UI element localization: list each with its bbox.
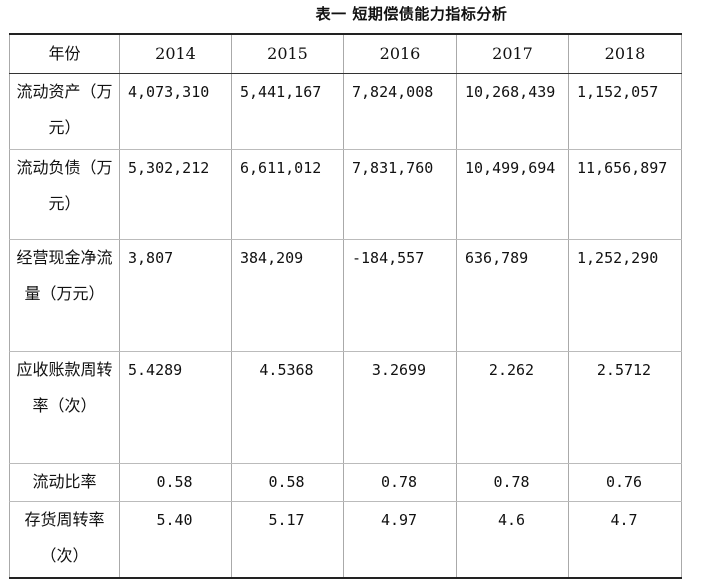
table-cell: 1,252,290 — [568, 239, 682, 352]
table-cell: 1,152,057 — [568, 73, 682, 150]
table-cell: 5.17 — [231, 501, 344, 579]
header-year: 年份 — [9, 33, 120, 74]
table-title: 表一 短期偿债能力指标分析 — [0, 3, 703, 24]
table-cell: 2.262 — [456, 351, 569, 464]
table-cell: 5.4289 — [119, 351, 232, 464]
header-2017: 2017 — [456, 33, 569, 74]
table-cell: 636,789 — [456, 239, 569, 352]
row-label: 流动负债（万元） — [9, 149, 120, 240]
table-cell: 0.58 — [231, 463, 344, 502]
table-cell: 4.6 — [456, 501, 569, 579]
table-cell: 10,499,694 — [456, 149, 569, 240]
table-cell: 7,824,008 — [343, 73, 457, 150]
table-cell: 4.7 — [568, 501, 682, 579]
table-cell: 0.78 — [343, 463, 457, 502]
indicator-table: 年份 2014 2015 2016 2017 2018 流动资产（万元） 4,0… — [9, 33, 682, 579]
row-label: 流动比率 — [9, 463, 120, 502]
table-cell: 6,611,012 — [231, 149, 344, 240]
table-title-text: 表一 短期偿债能力指标分析 — [315, 5, 508, 23]
table-row: 经营现金净流量（万元） 3,807 384,209 -184,557 636,7… — [9, 239, 682, 352]
row-label: 经营现金净流量（万元） — [9, 239, 120, 352]
table-row: 流动比率 0.58 0.58 0.78 0.78 0.76 — [9, 463, 682, 502]
table-row: 流动资产（万元） 4,073,310 5,441,167 7,824,008 1… — [9, 73, 682, 150]
table-cell: 7,831,760 — [343, 149, 457, 240]
table-cell: 4.97 — [343, 501, 457, 579]
table-header-row: 年份 2014 2015 2016 2017 2018 — [9, 33, 682, 74]
table-row: 存货周转率（次） 5.40 5.17 4.97 4.6 4.7 — [9, 501, 682, 579]
header-2018: 2018 — [568, 33, 682, 74]
row-label: 应收账款周转率（次） — [9, 351, 120, 464]
table-cell: 5,441,167 — [231, 73, 344, 150]
table-row: 应收账款周转率（次） 5.4289 4.5368 3.2699 2.262 2.… — [9, 351, 682, 464]
table-cell: 5.40 — [119, 501, 232, 579]
table-cell: 0.76 — [568, 463, 682, 502]
row-label: 流动资产（万元） — [9, 73, 120, 150]
table-cell: 0.58 — [119, 463, 232, 502]
table-row: 流动负债（万元） 5,302,212 6,611,012 7,831,760 1… — [9, 149, 682, 240]
table-cell: -184,557 — [343, 239, 457, 352]
table-cell: 10,268,439 — [456, 73, 569, 150]
row-label: 存货周转率（次） — [9, 501, 120, 579]
header-2014: 2014 — [119, 33, 232, 74]
table-cell: 4,073,310 — [119, 73, 232, 150]
header-2016: 2016 — [343, 33, 457, 74]
table-cell: 384,209 — [231, 239, 344, 352]
table-cell: 11,656,897 — [568, 149, 682, 240]
table-cell: 2.5712 — [568, 351, 682, 464]
table-cell: 4.5368 — [231, 351, 344, 464]
table-cell: 3.2699 — [343, 351, 457, 464]
header-2015: 2015 — [231, 33, 344, 74]
table-cell: 0.78 — [456, 463, 569, 502]
table-cell: 5,302,212 — [119, 149, 232, 240]
table-cell: 3,807 — [119, 239, 232, 352]
